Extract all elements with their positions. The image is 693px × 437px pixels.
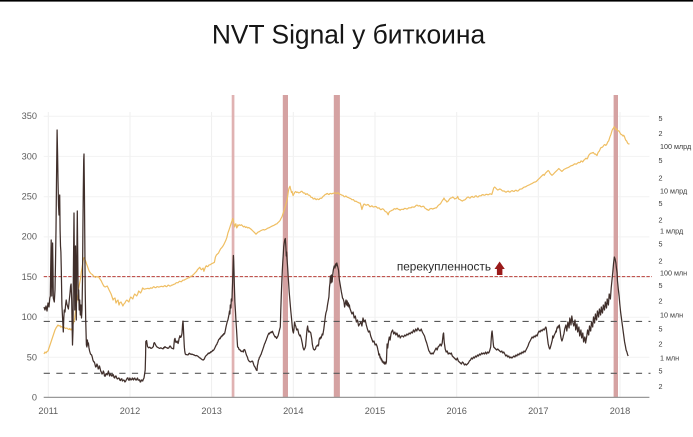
- svg-text:50: 50: [27, 352, 37, 362]
- svg-text:5: 5: [659, 325, 663, 334]
- svg-text:150: 150: [22, 272, 37, 282]
- svg-text:250: 250: [22, 192, 37, 202]
- svg-text:5: 5: [659, 367, 663, 376]
- svg-text:2: 2: [659, 216, 663, 225]
- svg-text:2: 2: [659, 129, 663, 138]
- svg-text:2: 2: [659, 297, 663, 306]
- svg-text:1 млн: 1 млн: [660, 354, 679, 363]
- svg-text:2012: 2012: [120, 406, 140, 416]
- svg-text:5: 5: [659, 156, 663, 165]
- svg-text:10 млрд: 10 млрд: [660, 187, 688, 196]
- svg-text:2014: 2014: [283, 406, 303, 416]
- svg-text:300: 300: [22, 151, 37, 161]
- svg-text:100: 100: [22, 312, 37, 322]
- svg-text:10 млн: 10 млн: [660, 311, 683, 320]
- svg-text:5: 5: [659, 240, 663, 249]
- svg-text:2: 2: [659, 257, 663, 266]
- svg-text:2016: 2016: [446, 406, 466, 416]
- svg-text:2011: 2011: [38, 406, 58, 416]
- svg-text:перекупленность: перекупленность: [397, 259, 491, 273]
- svg-text:NVT Signal у биткоина: NVT Signal у биткоина: [212, 20, 486, 50]
- svg-text:2015: 2015: [365, 406, 385, 416]
- svg-text:350: 350: [22, 111, 37, 121]
- svg-text:5: 5: [659, 114, 663, 123]
- svg-text:2: 2: [659, 174, 663, 183]
- svg-text:5: 5: [659, 199, 663, 208]
- svg-text:200: 200: [22, 232, 37, 242]
- svg-text:2018: 2018: [610, 406, 630, 416]
- svg-text:2: 2: [659, 382, 663, 391]
- svg-text:2017: 2017: [528, 406, 548, 416]
- svg-text:2: 2: [659, 340, 663, 349]
- svg-text:1 млрд: 1 млрд: [660, 227, 684, 236]
- svg-text:0: 0: [32, 393, 37, 403]
- svg-text:100 млн: 100 млн: [660, 268, 687, 277]
- svg-text:5: 5: [659, 281, 663, 290]
- svg-text:2013: 2013: [201, 406, 221, 416]
- svg-text:100 млрд: 100 млрд: [660, 142, 692, 151]
